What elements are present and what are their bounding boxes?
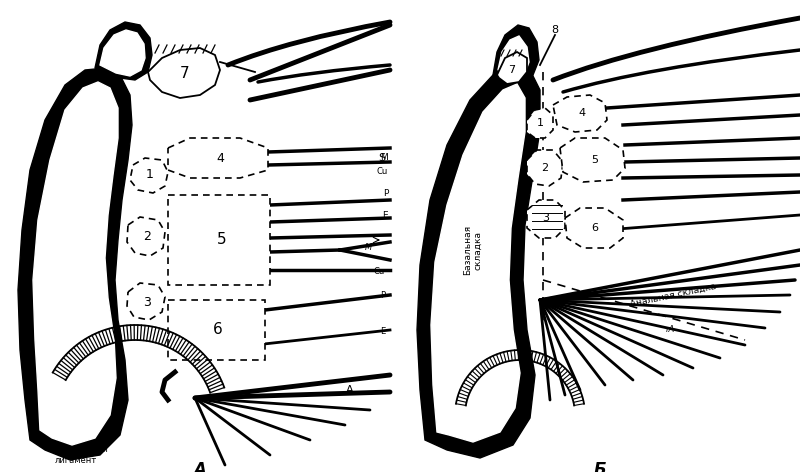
Text: 3: 3 (542, 213, 550, 223)
Polygon shape (553, 95, 607, 132)
Polygon shape (493, 25, 539, 75)
Polygon shape (527, 108, 553, 138)
Text: Аксиальный
лигамент: Аксиальный лигамент (55, 445, 109, 465)
Text: 7: 7 (509, 65, 515, 75)
Text: Б: Б (594, 461, 606, 472)
Polygon shape (560, 138, 625, 182)
Text: Cu: Cu (374, 268, 385, 277)
Text: 4: 4 (216, 152, 224, 165)
Polygon shape (497, 52, 527, 84)
Text: 2: 2 (542, 163, 549, 173)
Text: M: M (380, 153, 388, 162)
Polygon shape (33, 82, 118, 445)
Text: rA: rA (666, 326, 674, 335)
Text: 8: 8 (551, 25, 558, 35)
Polygon shape (18, 68, 132, 460)
Polygon shape (127, 217, 165, 256)
Polygon shape (417, 65, 540, 458)
Text: M: M (364, 244, 372, 253)
Polygon shape (130, 158, 168, 193)
Text: Базальная
складка: Базальная складка (463, 225, 482, 275)
Polygon shape (168, 138, 268, 178)
Text: А: А (194, 461, 206, 472)
Polygon shape (431, 84, 525, 442)
Text: 5: 5 (217, 233, 227, 247)
Text: 6: 6 (213, 322, 223, 337)
Text: S: S (378, 153, 385, 163)
Text: P: P (380, 292, 385, 301)
Text: 1: 1 (537, 118, 543, 128)
Polygon shape (127, 283, 165, 320)
Text: 5: 5 (591, 155, 598, 165)
Polygon shape (565, 208, 623, 248)
Text: Анальная складка: Анальная складка (630, 281, 717, 309)
Polygon shape (168, 195, 270, 285)
Text: 1: 1 (146, 169, 154, 182)
Text: 6: 6 (591, 223, 598, 233)
Polygon shape (498, 36, 529, 73)
Text: 7: 7 (180, 67, 190, 82)
Text: 4: 4 (578, 108, 586, 118)
Text: E: E (382, 211, 388, 220)
Polygon shape (168, 300, 265, 360)
Text: 2: 2 (143, 230, 151, 244)
Polygon shape (527, 150, 563, 186)
Text: 3: 3 (143, 295, 151, 309)
Text: Cu: Cu (377, 168, 388, 177)
Polygon shape (95, 22, 152, 80)
Polygon shape (148, 48, 220, 98)
Polygon shape (527, 200, 565, 238)
Polygon shape (100, 30, 145, 76)
Text: P: P (382, 188, 388, 197)
Text: E: E (380, 327, 385, 336)
Text: A: A (346, 385, 354, 395)
